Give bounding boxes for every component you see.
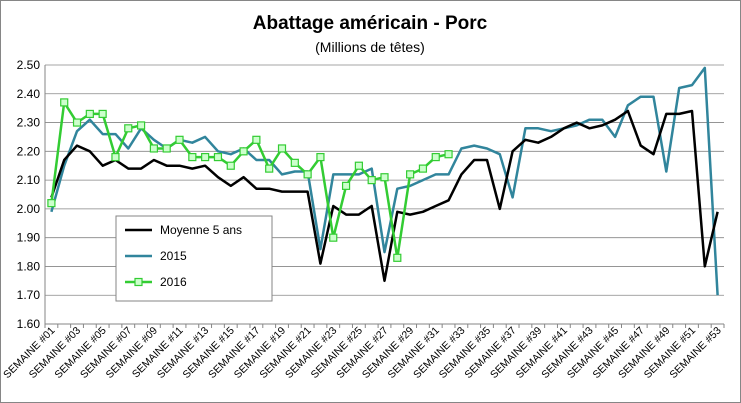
y-tick-label: 2.10 [17, 173, 41, 187]
y-tick-label: 1.80 [17, 259, 41, 273]
y-tick-label: 2.40 [17, 87, 41, 101]
data-point [341, 181, 351, 190]
data-point [418, 164, 428, 173]
data-point [316, 152, 325, 162]
series-2 [47, 98, 453, 262]
y-tick-label: 2.00 [17, 202, 41, 216]
data-point [239, 147, 248, 156]
data-point [149, 144, 158, 153]
data-point [72, 118, 82, 127]
data-point [303, 170, 312, 179]
legend: Moyenne 5 ans 2015 2016 [115, 215, 273, 302]
data-point [444, 150, 453, 159]
chart-title: Abattage américain - Porc [253, 13, 488, 34]
data-point [162, 144, 171, 153]
y-tick-label: 1.90 [17, 231, 41, 245]
y-axis: 1.60 1.70 1.80 1.90 2.00 2.10 2.20 2.30 2.40 2.50 [17, 58, 46, 331]
legend-item: 2016 [125, 275, 187, 289]
data-point [60, 98, 69, 107]
data-point [213, 152, 223, 162]
data-point [406, 170, 415, 179]
y-tick-label: 1.60 [17, 317, 41, 331]
data-point [367, 176, 376, 185]
data-point [290, 158, 299, 167]
data-point [226, 161, 235, 170]
legend-item: Moyenne 5 ans [125, 223, 242, 237]
y-tick-label: 1.70 [17, 288, 41, 302]
chart-subtitle: (Millions de têtes) [315, 39, 425, 55]
series-0 [50, 109, 719, 283]
data-point [98, 109, 107, 119]
data-point [124, 124, 133, 133]
data-point [188, 152, 197, 162]
y-tick-label: 2.30 [17, 116, 41, 130]
data-point [265, 164, 274, 173]
data-point [201, 152, 210, 162]
series-line [50, 66, 719, 296]
legend-label: 2015 [160, 249, 187, 263]
data-point [277, 144, 287, 153]
data-point [175, 135, 184, 144]
data-point [111, 152, 120, 162]
legend-label: Moyenne 5 ans [160, 223, 242, 237]
legend-item: 2015 [125, 249, 187, 263]
y-tick-label: 2.50 [17, 58, 41, 72]
data-point [354, 161, 363, 170]
y-tick-label: 2.20 [17, 144, 41, 158]
legend-marker [134, 277, 143, 287]
data-point [393, 253, 402, 262]
data-point [252, 135, 261, 144]
series-1 [50, 66, 719, 296]
legend-label: 2016 [160, 275, 187, 289]
series-lines [47, 66, 719, 296]
data-point [329, 233, 338, 242]
data-point [85, 109, 94, 119]
data-point [136, 121, 146, 130]
data-point [380, 173, 389, 182]
data-point [431, 152, 440, 162]
series-line [50, 109, 719, 283]
data-point [47, 199, 56, 208]
